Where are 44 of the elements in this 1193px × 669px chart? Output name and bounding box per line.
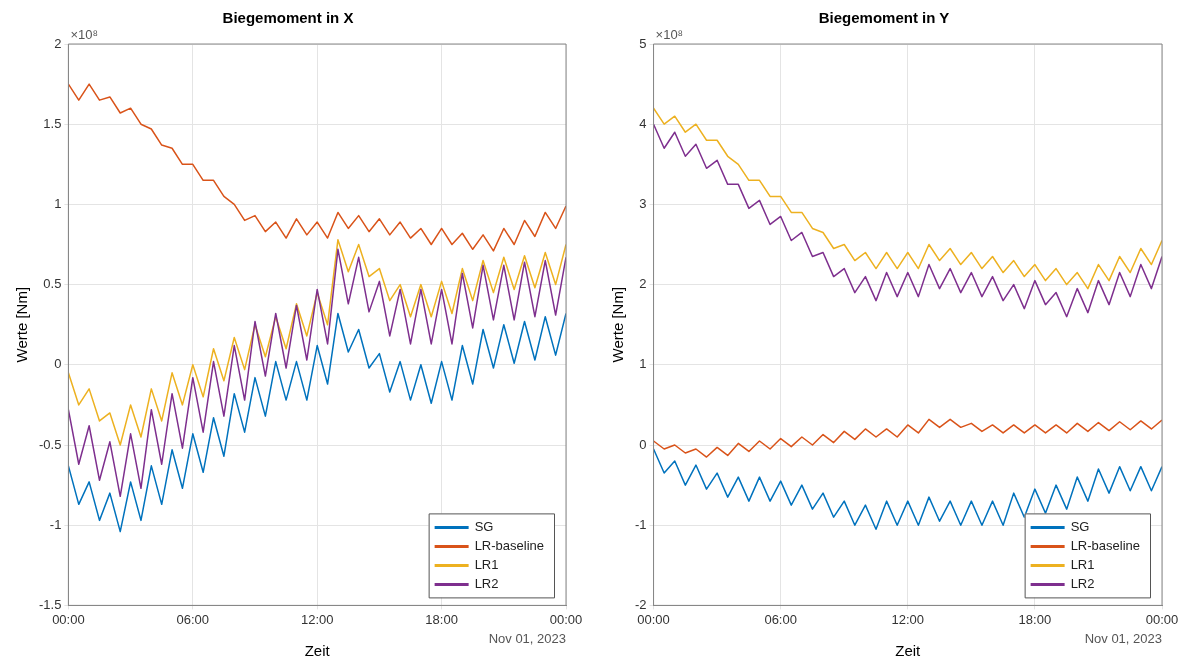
- y-tick-label: 5: [639, 35, 647, 51]
- y-tick-label: 1: [54, 195, 62, 211]
- y-tick-label: 1: [639, 356, 647, 372]
- x-axis-title: Zeit: [304, 642, 331, 660]
- y-tick-label: 3: [639, 195, 647, 211]
- y-tick-label: 2: [639, 276, 647, 292]
- legend-label: LR2: [1070, 575, 1095, 591]
- text: Nov 01, 2023: [1084, 631, 1162, 647]
- chart-title: Biegemoment in Y: [818, 9, 950, 27]
- x-tick-label: 00:00: [52, 611, 85, 627]
- y-tick-label: 1.5: [43, 115, 62, 131]
- x-axis-title: Zeit: [895, 642, 922, 660]
- x-tick-label: 12:00: [891, 611, 925, 627]
- chart-title: Biegemoment in X: [222, 9, 354, 27]
- y-axis-title: Werte [Nm]: [609, 286, 627, 363]
- y-tick-label: 4: [639, 115, 647, 131]
- y-tick-label: -2: [635, 596, 647, 612]
- y-tick-label: 0.5: [43, 276, 62, 292]
- y-tick-label: -1: [49, 516, 62, 532]
- legend-label: LR2: [474, 575, 499, 591]
- text: ×10⁸: [655, 27, 684, 43]
- legend-label: LR-baseline: [474, 537, 544, 553]
- x-tick-label: 18:00: [425, 611, 458, 627]
- legend-label: SG: [1070, 518, 1090, 534]
- text: ×10⁸: [70, 27, 98, 43]
- legend-label: LR-baseline: [1070, 537, 1140, 553]
- x-tick-label: 00:00: [1145, 611, 1179, 627]
- y-tick-label: -1.5: [38, 596, 62, 612]
- x-tick-label: 06:00: [176, 611, 210, 627]
- y-tick-label: -1: [635, 516, 647, 532]
- x-tick-label: 00:00: [637, 611, 670, 627]
- y-tick-label: 0: [639, 436, 647, 452]
- x-tick-label: 18:00: [1018, 611, 1052, 627]
- legend-label: SG: [474, 518, 494, 534]
- y-tick-label: 2: [54, 35, 62, 51]
- y-axis-title: Werte [Nm]: [13, 286, 31, 363]
- x-tick-label: 06:00: [764, 611, 797, 627]
- x-tick-label: 12:00: [300, 611, 334, 627]
- y-tick-label: 0: [54, 356, 62, 372]
- legend-label: LR1: [474, 556, 499, 572]
- legend-label: LR1: [1070, 556, 1095, 572]
- text: Nov 01, 2023: [488, 631, 566, 647]
- y-tick-label: -0.5: [38, 436, 62, 452]
- x-tick-label: 00:00: [549, 611, 583, 627]
